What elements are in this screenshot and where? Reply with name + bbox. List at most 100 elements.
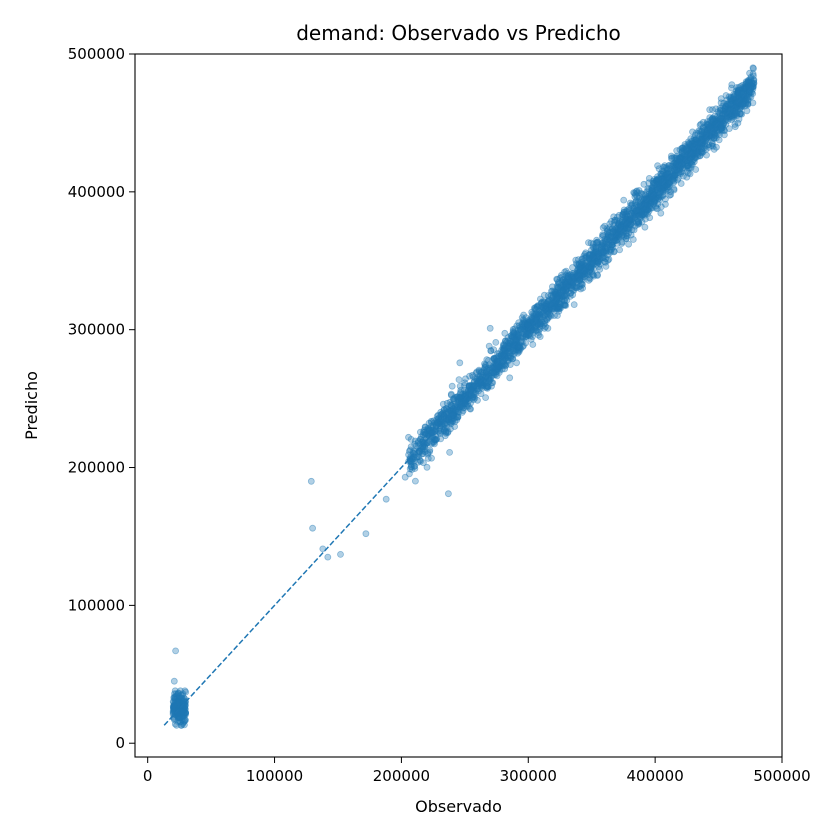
data-point (717, 114, 725, 122)
data-point (660, 174, 668, 182)
data-point (521, 319, 529, 327)
y-tick-label: 400000 (68, 183, 125, 201)
data-point (550, 302, 558, 310)
data-point (720, 99, 728, 107)
data-point (527, 321, 534, 329)
data-point (460, 386, 468, 394)
data-point (741, 84, 749, 92)
data-point (648, 198, 656, 206)
data-point (690, 155, 698, 163)
data-point (424, 454, 432, 462)
data-point (722, 121, 730, 128)
data-point (511, 342, 519, 350)
data-point (740, 97, 748, 105)
data-point (515, 348, 523, 356)
data-point (734, 86, 742, 94)
data-point (623, 206, 631, 214)
data-point (608, 245, 615, 253)
data-point (662, 169, 670, 177)
data-point (421, 431, 429, 439)
data-point (551, 303, 559, 311)
data-point (727, 93, 735, 101)
data-point (696, 121, 704, 129)
data-point (519, 325, 526, 333)
data-point (602, 262, 610, 270)
data-point (729, 96, 737, 104)
data-point (610, 248, 618, 256)
data-point (454, 408, 462, 416)
data-point (638, 210, 645, 218)
data-point (638, 196, 646, 204)
data-point (691, 154, 698, 161)
x-tick-label: 0 (143, 767, 153, 785)
data-point (477, 379, 484, 387)
data-point (562, 278, 570, 286)
data-point (478, 381, 486, 389)
data-point (697, 148, 705, 156)
data-point (440, 406, 448, 414)
data-point (687, 164, 695, 172)
data-point (725, 93, 733, 101)
data-point (501, 329, 509, 337)
data-point (732, 99, 739, 106)
data-point (652, 194, 660, 202)
data-point (549, 283, 556, 291)
data-point (582, 249, 590, 257)
data-point (576, 277, 583, 285)
data-point (709, 114, 716, 122)
data-point (593, 238, 601, 246)
data-point (454, 407, 462, 414)
data-point (733, 84, 740, 91)
data-point (613, 225, 620, 232)
data-point (576, 275, 584, 283)
data-point (582, 253, 590, 261)
data-point (509, 355, 516, 363)
data-point (414, 439, 422, 447)
data-point (513, 330, 521, 338)
data-point (604, 226, 612, 234)
data-point (551, 289, 559, 297)
data-point (664, 186, 672, 194)
data-point (750, 80, 758, 87)
data-point (540, 299, 548, 307)
data-point (454, 414, 462, 421)
data-point (639, 211, 646, 219)
data-point (669, 160, 677, 168)
data-point (652, 194, 660, 202)
data-point (460, 381, 468, 389)
data-point (475, 366, 483, 374)
data-point (541, 319, 549, 327)
data-point (672, 154, 679, 162)
data-point (598, 233, 606, 240)
data-point (733, 95, 741, 102)
data-point (725, 125, 733, 133)
data-point (729, 114, 737, 122)
data-point (656, 196, 663, 204)
data-point (739, 100, 747, 108)
data-point (723, 100, 731, 108)
data-point (697, 148, 705, 156)
data-point (481, 378, 489, 386)
data-point (732, 102, 740, 110)
data-point (711, 131, 718, 138)
data-point (538, 299, 545, 306)
data-point (613, 217, 621, 224)
data-point (745, 77, 752, 85)
data-point (737, 100, 744, 108)
x-tick-label: 200000 (373, 767, 430, 785)
data-point (697, 127, 704, 135)
data-point (443, 405, 450, 413)
data-point (621, 220, 629, 228)
data-point (624, 219, 632, 227)
data-point (569, 273, 577, 281)
data-point (509, 333, 516, 341)
data-point (307, 477, 315, 485)
data-point (651, 198, 658, 205)
data-point (405, 470, 413, 478)
data-point (603, 225, 611, 233)
data-point (529, 329, 537, 337)
data-point (690, 151, 698, 158)
data-point (495, 369, 503, 376)
data-point (447, 425, 454, 433)
data-point (501, 360, 509, 368)
